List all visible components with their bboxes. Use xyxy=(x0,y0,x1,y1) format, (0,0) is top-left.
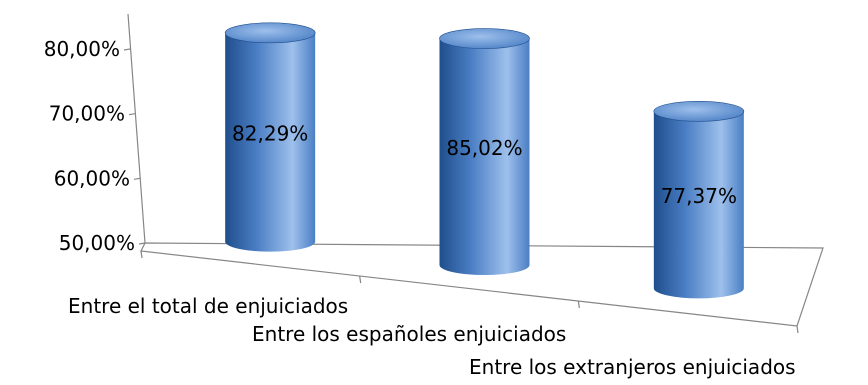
bar-body xyxy=(439,38,530,275)
x-tick xyxy=(796,325,799,334)
y-axis: 50,00% 60,00% 70,00% 80,00% xyxy=(44,37,146,255)
bar-top xyxy=(439,28,530,49)
bar-top xyxy=(653,101,745,122)
bars: 82,29% 85,02% 77,37% xyxy=(224,22,745,299)
y-tick xyxy=(138,242,146,245)
y-tick-label: 70,00% xyxy=(49,102,125,126)
x-axis-labels: Entre el total de enjuiciados Entre los … xyxy=(68,294,796,379)
x-tick xyxy=(140,250,143,259)
bar: 77,37% xyxy=(653,101,745,299)
x-axis xyxy=(140,250,799,334)
x-tick xyxy=(359,275,362,284)
y-tick xyxy=(133,177,141,180)
x-label: Entre los extranjeros enjuiciados xyxy=(469,355,796,379)
bar-body xyxy=(225,32,316,252)
back-wall-edge xyxy=(127,13,146,244)
data-label: 77,37% xyxy=(661,184,737,208)
bar: 82,29% xyxy=(224,22,316,252)
y-tick xyxy=(128,113,136,116)
bar: 85,02% xyxy=(439,28,530,275)
y-tick-label: 60,00% xyxy=(54,166,130,190)
y-tick xyxy=(123,48,131,51)
x-label: Entre el total de enjuiciados xyxy=(68,294,348,318)
bar-top xyxy=(224,22,316,44)
y-tick-label: 80,00% xyxy=(44,37,120,61)
bar-body xyxy=(653,111,744,299)
data-label: 82,29% xyxy=(232,121,308,145)
x-label: Entre los españoles enjuiciados xyxy=(252,322,566,346)
data-label: 85,02% xyxy=(446,136,522,160)
y-tick-label: 50,00% xyxy=(59,231,135,255)
x-tick xyxy=(577,300,580,309)
